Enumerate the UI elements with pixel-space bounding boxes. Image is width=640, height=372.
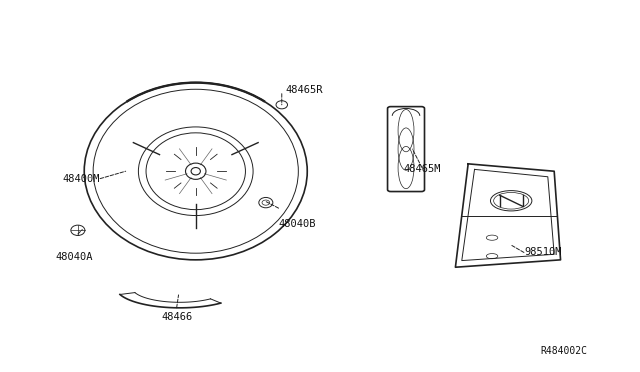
Text: 48465R: 48465R [285,85,323,95]
Text: R484002C: R484002C [541,346,588,356]
Text: 48400M: 48400M [63,174,100,184]
Text: 48465M: 48465M [403,164,441,174]
Text: 48466: 48466 [161,311,192,321]
Text: 48040B: 48040B [278,219,316,229]
Text: 98510M: 98510M [524,247,561,257]
Text: 48040A: 48040A [56,253,93,263]
